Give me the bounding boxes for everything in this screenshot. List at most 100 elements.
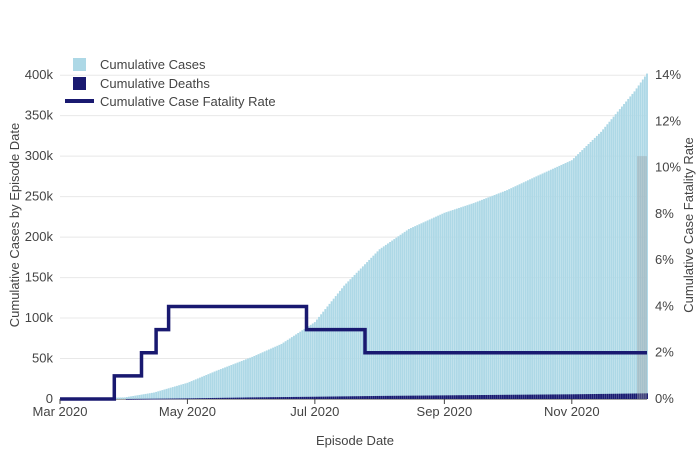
deaths-bar — [416, 395, 419, 399]
cases-bar — [627, 98, 630, 399]
deaths-bar — [447, 395, 450, 399]
deaths-bar — [305, 396, 308, 399]
deaths-bar — [437, 395, 440, 399]
cases-bar — [620, 106, 623, 400]
deaths-bar — [564, 394, 567, 399]
deaths-bar — [585, 394, 588, 399]
deaths-bar — [322, 396, 325, 399]
cases-bar — [144, 393, 147, 399]
deaths-bar — [286, 397, 289, 399]
left-y-tick-label: 200k — [25, 229, 54, 244]
cases-bar — [397, 236, 400, 399]
cases-bar — [407, 229, 410, 399]
cases-bar — [192, 380, 195, 399]
cases-bar — [541, 173, 544, 399]
cases-bar — [508, 189, 511, 399]
deaths-bar — [357, 396, 360, 399]
deaths-bar — [641, 393, 644, 399]
cases-bar — [257, 354, 260, 399]
cases-bar — [455, 208, 458, 399]
cases-bar — [242, 360, 245, 399]
deaths-bar — [514, 394, 517, 399]
deaths-bar — [349, 396, 352, 399]
cases-bar — [155, 391, 158, 399]
deaths-bar — [201, 398, 203, 399]
deaths-bar — [566, 394, 569, 399]
cases-bar — [267, 349, 270, 399]
deaths-bar — [290, 396, 293, 399]
deaths-bar — [623, 393, 625, 399]
legend[interactable]: Cumulative Cases Cumulative Deaths Cumul… — [65, 57, 276, 109]
cases-bar — [393, 239, 396, 399]
deaths-bar — [376, 395, 379, 399]
cumulative-cases-bars — [61, 73, 648, 400]
legend-swatch-cases — [73, 58, 86, 71]
cases-bar — [132, 395, 135, 399]
cases-bar — [169, 387, 172, 399]
cases-bar — [186, 382, 189, 399]
cases-bar — [150, 392, 153, 399]
cases-bar — [286, 339, 289, 399]
deaths-bar — [238, 397, 241, 399]
deaths-bar — [522, 394, 525, 399]
deaths-bar — [196, 398, 199, 399]
deaths-bar — [583, 394, 586, 399]
deaths-bar — [384, 395, 387, 399]
cases-bar — [117, 397, 120, 399]
cases-bar — [188, 381, 191, 399]
deaths-bar — [368, 396, 371, 399]
cases-bar — [606, 124, 609, 400]
cases-bar — [148, 393, 151, 399]
cases-bar — [495, 194, 498, 399]
legend-label-cases: Cumulative Cases — [100, 57, 206, 72]
deaths-bar — [489, 394, 492, 399]
cases-bar — [134, 395, 137, 399]
cases-bar — [228, 365, 231, 399]
cases-bar — [543, 172, 546, 399]
cases-bar — [290, 337, 293, 399]
cases-bar — [589, 141, 592, 399]
deaths-bar — [267, 397, 270, 399]
cases-bar — [309, 324, 312, 399]
deaths-bar — [205, 398, 208, 399]
deaths-bar — [501, 394, 504, 399]
deaths-bar — [203, 398, 206, 399]
deaths-bar — [247, 397, 249, 399]
deaths-bar — [604, 393, 607, 399]
deaths-bar — [620, 393, 623, 399]
cases-bar — [387, 243, 389, 399]
deaths-bar — [353, 396, 356, 399]
cases-bar — [305, 327, 308, 399]
cases-bar — [153, 392, 155, 399]
deaths-bar — [378, 395, 381, 399]
right-y-tick-label: 12% — [655, 113, 681, 128]
cases-bar — [259, 353, 262, 399]
cases-bar — [272, 347, 275, 399]
right-y-tick-label: 2% — [655, 345, 674, 360]
deaths-bar — [614, 393, 617, 399]
cases-bar — [236, 362, 239, 399]
cases-bar — [489, 196, 492, 399]
deaths-bar — [242, 397, 245, 399]
cases-bar — [336, 293, 339, 399]
deaths-bar — [330, 396, 333, 399]
cases-bar — [303, 328, 306, 399]
deaths-bar — [474, 395, 477, 399]
cases-bar — [524, 181, 527, 399]
deaths-bar — [311, 396, 314, 399]
deaths-bar — [476, 395, 479, 399]
deaths-bar — [510, 394, 513, 399]
cases-bar — [347, 281, 350, 399]
deaths-bar — [249, 397, 252, 399]
deaths-bar — [234, 397, 237, 399]
cases-bar — [326, 306, 329, 399]
cases-bar — [253, 355, 256, 399]
cases-bar — [230, 365, 233, 399]
deaths-bar — [589, 394, 592, 399]
cases-bar — [345, 283, 348, 399]
deaths-bar — [328, 396, 331, 399]
cases-bar — [270, 348, 272, 399]
deaths-bar — [600, 393, 602, 399]
deaths-bar — [562, 394, 565, 399]
